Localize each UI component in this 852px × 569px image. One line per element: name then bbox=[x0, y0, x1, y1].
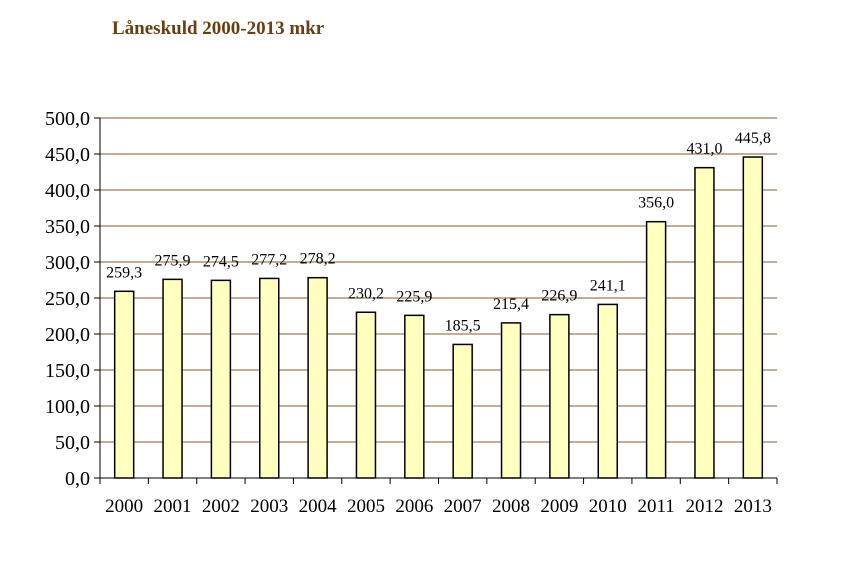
y-tick-label: 450,0 bbox=[45, 144, 90, 166]
bar bbox=[404, 314, 425, 479]
bar bbox=[355, 311, 377, 479]
bar bbox=[500, 322, 522, 479]
x-tick-label: 2000 bbox=[105, 496, 143, 517]
data-label: 278,2 bbox=[300, 251, 336, 268]
data-label: 230,2 bbox=[348, 285, 384, 302]
bar bbox=[452, 343, 473, 479]
data-label: 226,9 bbox=[541, 288, 577, 305]
bar bbox=[259, 277, 280, 479]
y-tick-label: 100,0 bbox=[45, 396, 90, 418]
data-label: 275,9 bbox=[155, 252, 191, 269]
data-labels: 259,3 275,9 274,5 277,2 278,2 230,2 225,9 185,5… bbox=[106, 130, 771, 334]
y-tick-label: 300,0 bbox=[45, 252, 90, 274]
gridlines bbox=[100, 117, 777, 443]
data-label: 225,9 bbox=[396, 288, 432, 305]
y-axis-ticks: 0,0 50,0 100,0 150,0 200,0 250,0 300,0 350,0 400… bbox=[45, 108, 100, 490]
bar bbox=[694, 166, 715, 479]
x-tick-label: 2002 bbox=[202, 496, 240, 517]
bars bbox=[113, 156, 764, 479]
bar bbox=[162, 278, 183, 479]
y-tick-label: 250,0 bbox=[45, 288, 90, 310]
x-tick-label: 2005 bbox=[347, 496, 385, 517]
axes bbox=[99, 118, 777, 479]
y-tick-label: 500,0 bbox=[45, 108, 90, 130]
bar bbox=[645, 220, 667, 479]
data-label: 356,0 bbox=[638, 195, 674, 212]
y-tick-label: 400,0 bbox=[45, 180, 90, 202]
x-tick-label: 2001 bbox=[154, 496, 192, 517]
data-label: 215,4 bbox=[493, 296, 529, 313]
x-tick-label: 2009 bbox=[540, 496, 578, 517]
data-label: 259,3 bbox=[106, 264, 142, 281]
x-tick-label: 2013 bbox=[734, 496, 772, 517]
x-tick-label: 2004 bbox=[299, 496, 338, 517]
x-tick-label: 2008 bbox=[492, 496, 530, 517]
bar bbox=[549, 313, 570, 479]
x-tick-label: 2003 bbox=[250, 496, 288, 517]
y-tick-label: 50,0 bbox=[55, 432, 90, 454]
data-label: 274,5 bbox=[203, 253, 239, 270]
x-tick-label: 2006 bbox=[395, 496, 433, 517]
bar bbox=[597, 303, 618, 479]
x-tick-label: 2012 bbox=[685, 496, 723, 517]
data-label: 445,8 bbox=[735, 130, 771, 147]
bar bbox=[742, 156, 764, 479]
y-tick-label: 350,0 bbox=[45, 216, 90, 238]
data-label: 277,2 bbox=[251, 251, 287, 268]
x-tick-label: 2010 bbox=[589, 496, 627, 517]
x-tick-label: 2011 bbox=[637, 496, 674, 517]
data-label: 431,0 bbox=[686, 141, 722, 158]
bar bbox=[210, 279, 232, 479]
bar bbox=[113, 290, 135, 479]
y-tick-label: 200,0 bbox=[45, 324, 90, 346]
chart-title: Låneskuld 2000-2013 mkr bbox=[112, 18, 325, 39]
data-label: 241,1 bbox=[590, 277, 626, 294]
y-tick-label: 0,0 bbox=[65, 468, 90, 490]
x-axis-ticks: 2000 2001 2002 2003 2004 2005 2006 2007 2008 2009… bbox=[99, 478, 778, 517]
bar bbox=[307, 276, 328, 479]
y-tick-label: 150,0 bbox=[45, 360, 90, 382]
data-label: 185,5 bbox=[445, 317, 481, 334]
x-tick-label: 2007 bbox=[444, 496, 482, 517]
